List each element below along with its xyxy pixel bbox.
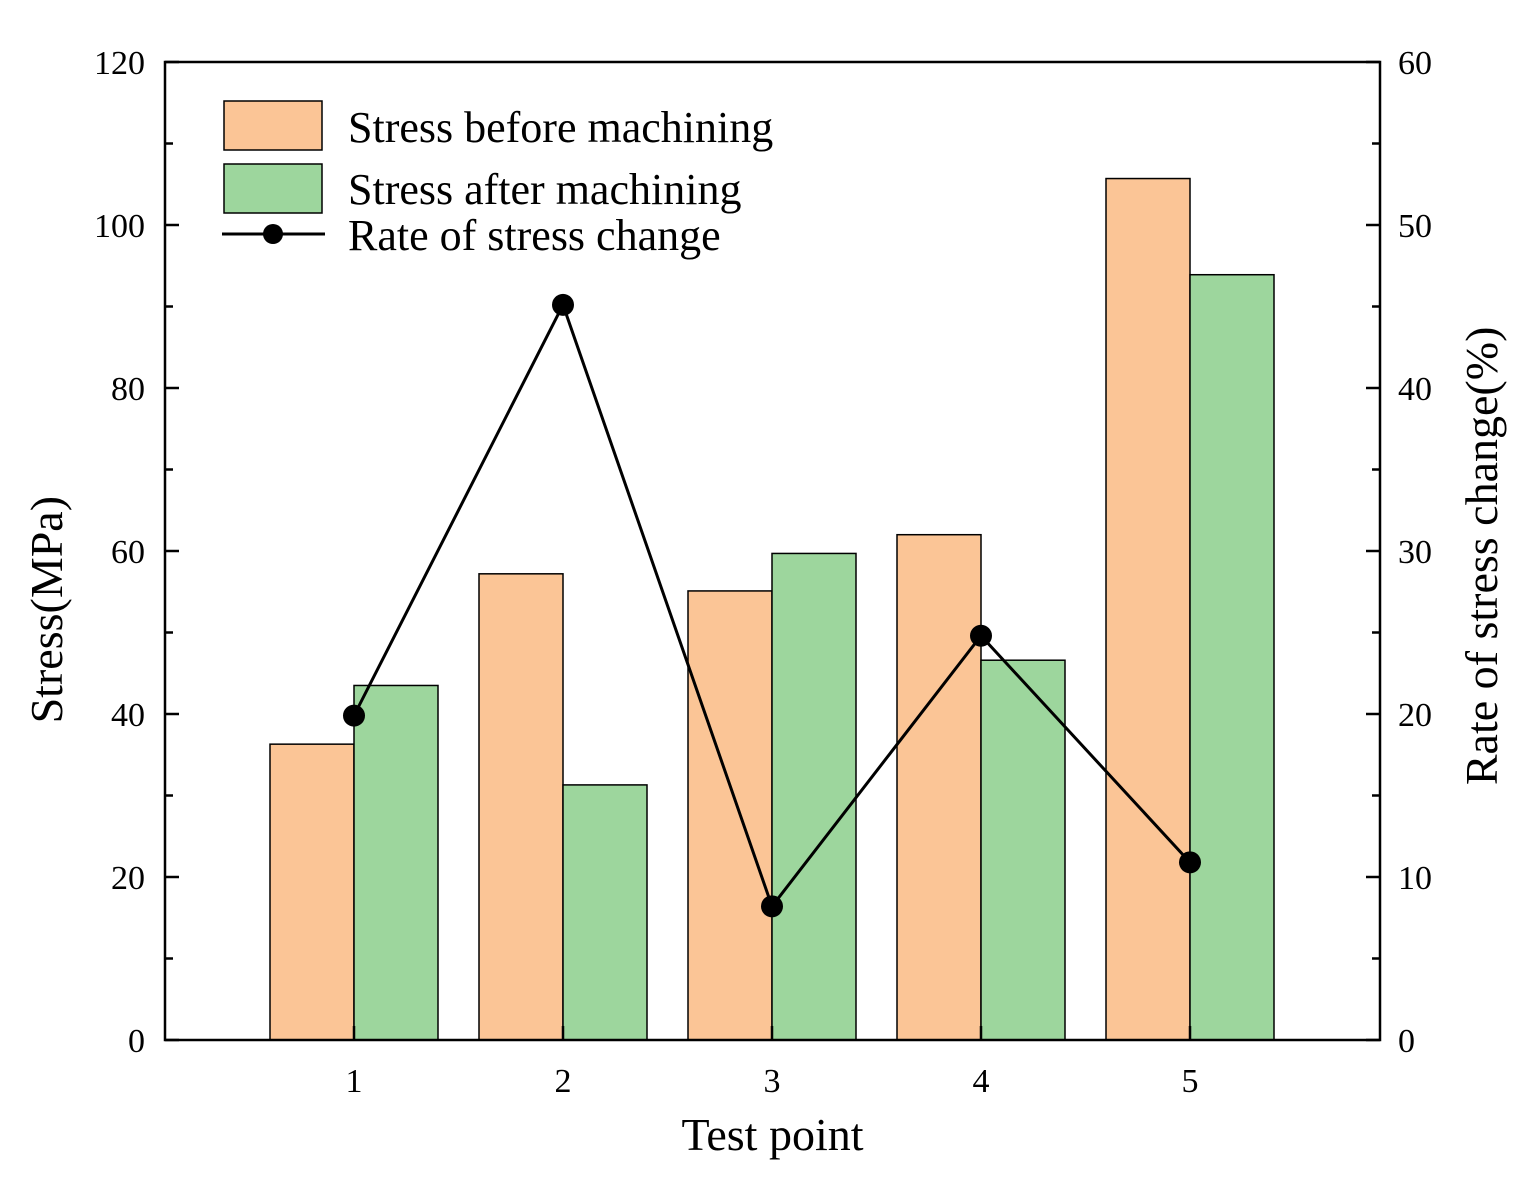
legend-swatch-after xyxy=(223,163,323,214)
rate-point-4 xyxy=(970,624,992,647)
x-tick-label: 5 xyxy=(1182,1063,1199,1100)
bar-before-4 xyxy=(896,533,982,1041)
y2-axis-title: Rate of stress change(%) xyxy=(1456,327,1507,786)
bar-after-1 xyxy=(353,684,439,1041)
rate-point-5 xyxy=(1179,851,1201,874)
x-tick-label: 3 xyxy=(764,1063,781,1100)
y-tick-label: 20 xyxy=(111,860,145,897)
y-tick-label: 60 xyxy=(111,534,145,571)
y-tick-label: 80 xyxy=(111,371,145,408)
bar-after-4 xyxy=(980,659,1066,1041)
y-tick-label: 120 xyxy=(94,45,145,82)
bars-layer xyxy=(269,177,1275,1041)
legend-marker-rate xyxy=(263,224,283,244)
rate-point-2 xyxy=(552,293,574,316)
x-tick-label: 1 xyxy=(346,1063,363,1100)
rate-point-1 xyxy=(343,704,365,727)
y2-tick-label: 30 xyxy=(1398,534,1432,571)
x-axis-title: Test point xyxy=(681,1109,863,1160)
y-tick-label: 100 xyxy=(94,208,145,245)
legend-swatch-before xyxy=(223,100,323,151)
y2-tick-label: 50 xyxy=(1398,208,1432,245)
y2-tick-label: 40 xyxy=(1398,371,1432,408)
ticks-layer xyxy=(165,60,1380,1042)
legend-label-before: Stress before machining xyxy=(348,103,773,152)
bar-before-5 xyxy=(1105,177,1191,1041)
legend: Stress before machining Stress after mac… xyxy=(222,100,773,260)
y-axis-title: Stress(MPa) xyxy=(21,496,72,723)
x-tick-label: 2 xyxy=(555,1063,572,1100)
tick-labels-layer: 0 20 40 60 80 100 120 0 10 20 30 40 50 60 1 2 3 4 5 xyxy=(94,45,1432,1100)
y2-tick-label: 0 xyxy=(1398,1023,1415,1060)
legend-label-rate: Rate of stress change xyxy=(348,211,721,260)
bar-before-2 xyxy=(478,573,564,1041)
x-tick-label: 4 xyxy=(973,1063,990,1100)
legend-label-after: Stress after machining xyxy=(348,165,741,214)
rate-point-3 xyxy=(761,895,783,918)
y-tick-label: 0 xyxy=(128,1023,145,1060)
y2-tick-label: 20 xyxy=(1398,697,1432,734)
bar-after-3 xyxy=(771,552,857,1041)
bar-before-1 xyxy=(269,743,355,1041)
rate-line-layer xyxy=(343,293,1201,918)
y2-tick-label: 60 xyxy=(1398,45,1432,82)
bar-before-3 xyxy=(687,590,773,1041)
bar-after-5 xyxy=(1189,273,1275,1041)
y2-tick-label: 10 xyxy=(1398,860,1432,897)
bar-after-2 xyxy=(562,784,648,1041)
y-tick-label: 40 xyxy=(111,697,145,734)
